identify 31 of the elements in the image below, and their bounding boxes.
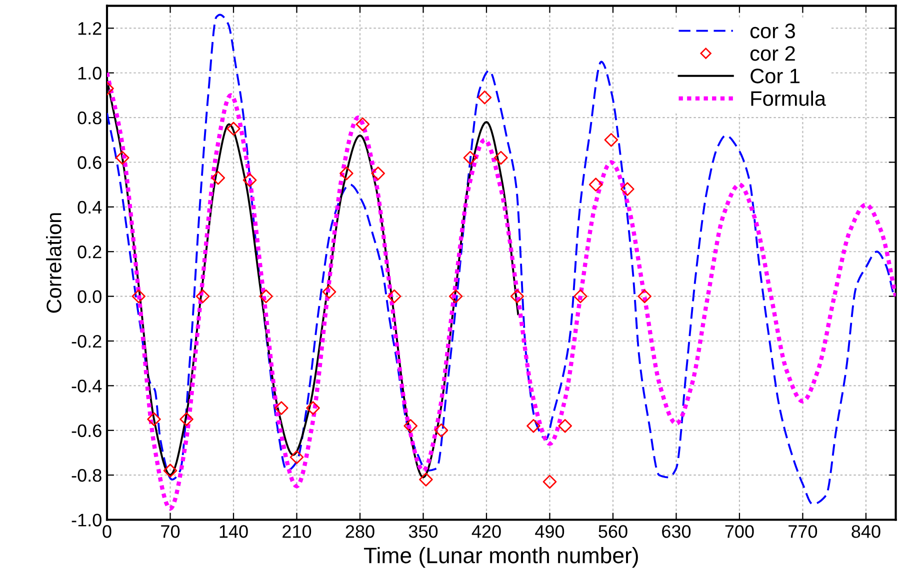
y-tick-label: 0.8 bbox=[78, 111, 102, 124]
y-tick-label: 0.6 bbox=[78, 156, 102, 169]
x-tick-label: 840 bbox=[852, 525, 880, 538]
y-tick-label: 0.2 bbox=[78, 246, 102, 258]
x-tick-label: 210 bbox=[282, 525, 312, 538]
x-tick-label: 280 bbox=[346, 525, 374, 538]
y-tick-label: 0.0 bbox=[78, 290, 102, 304]
x-tick-label: 490 bbox=[535, 525, 564, 538]
x-tick-label: 0 bbox=[102, 525, 112, 538]
y-tick-label: 0.4 bbox=[78, 200, 102, 214]
x-tick-label: 350 bbox=[408, 525, 438, 538]
y-tick-label: -0.2 bbox=[72, 334, 102, 348]
y-axis-title: Correlation bbox=[46, 213, 62, 313]
y-tick-label: -0.8 bbox=[72, 469, 102, 482]
legend-label: cor 2 bbox=[750, 46, 795, 61]
legend-label: Formula bbox=[751, 90, 826, 106]
x-tick-label: 420 bbox=[472, 525, 501, 538]
y-tick-label: -0.4 bbox=[72, 380, 102, 392]
x-tick-label: 140 bbox=[220, 525, 248, 538]
x-tick-label: 630 bbox=[662, 525, 691, 538]
y-tick-label: -1.0 bbox=[72, 514, 102, 526]
legend-label: Cor 1 bbox=[750, 68, 800, 84]
x-tick-label: 70 bbox=[161, 525, 180, 538]
legend-label: cor 3 bbox=[750, 24, 795, 38]
x-tick-label: 560 bbox=[598, 525, 628, 538]
y-tick-label: 1.0 bbox=[78, 66, 102, 80]
x-axis-title: Time (Lunar month number) bbox=[364, 547, 638, 568]
x-tick-label: 770 bbox=[788, 525, 818, 538]
y-tick-label: -0.6 bbox=[72, 424, 102, 438]
y-tick-label: 1.2 bbox=[78, 22, 102, 35]
x-tick-label: 700 bbox=[725, 525, 754, 538]
